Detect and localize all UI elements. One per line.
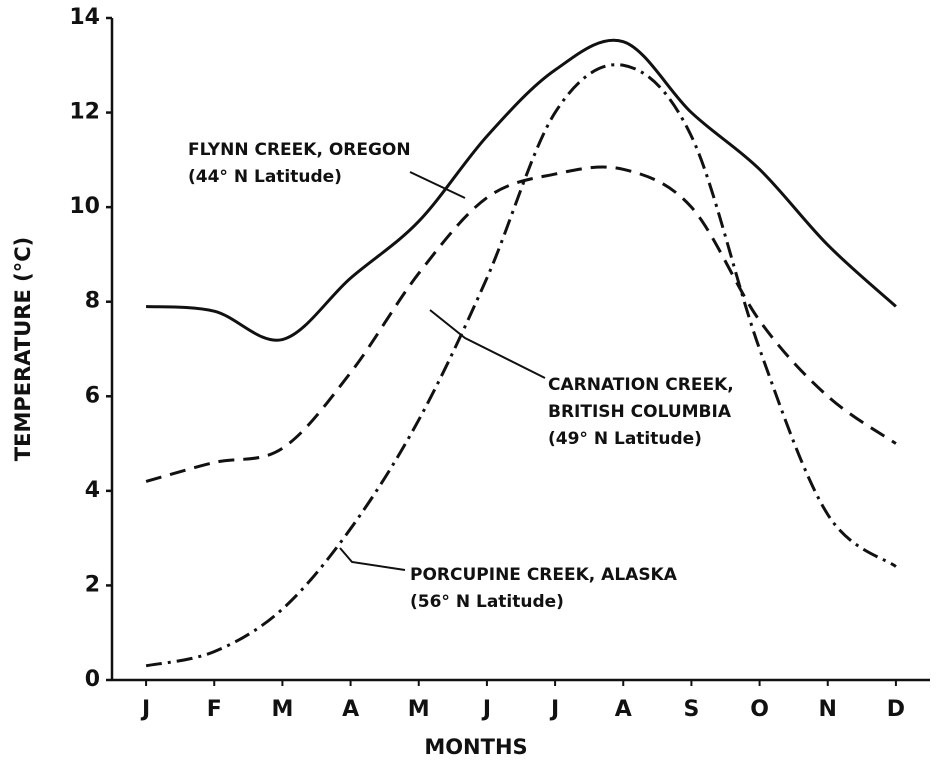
- x-tick-label: S: [683, 697, 699, 722]
- arrow: [429, 309, 546, 379]
- annotation: BRITISH COLUMBIA: [548, 402, 732, 422]
- annotation: (44° N Latitude): [188, 167, 342, 187]
- x-tick-label: N: [819, 697, 837, 722]
- arrow: [409, 171, 466, 199]
- x-tick-label: D: [887, 697, 905, 722]
- x-tick-label: F: [207, 697, 222, 722]
- series-line: [145, 63, 897, 668]
- y-tick-label: 4: [85, 478, 100, 503]
- annotation: (49° N Latitude): [548, 429, 702, 449]
- annotation: PORCUPINE CREEK, ALASKA: [410, 565, 678, 585]
- x-tick-label: J: [481, 697, 491, 722]
- annotation: CARNATION CREEK,: [548, 375, 734, 395]
- y-tick-label: 2: [85, 572, 100, 597]
- annotation: (56° N Latitude): [410, 592, 564, 612]
- y-axis-label: TEMPERATURE (°C): [11, 237, 35, 461]
- y-tick-label: 14: [69, 5, 100, 30]
- x-tick-label: A: [342, 697, 359, 722]
- series-line: [145, 38, 897, 342]
- y-tick-label: 10: [69, 194, 100, 219]
- x-tick-label: M: [408, 697, 430, 722]
- arrow: [339, 547, 406, 571]
- x-tick-label: A: [615, 697, 632, 722]
- y-tick-label: 0: [85, 667, 100, 692]
- x-tick-label: J: [549, 697, 559, 722]
- x-tick-label: M: [271, 697, 293, 722]
- annotation: FLYNN CREEK, OREGON: [188, 140, 411, 160]
- series-line: [145, 165, 897, 483]
- x-tick-label: O: [750, 697, 769, 722]
- x-tick-label: J: [140, 697, 150, 722]
- y-tick-label: 6: [85, 383, 100, 408]
- annotation-arrows: [339, 171, 546, 571]
- x-axis-label: MONTHS: [424, 735, 527, 759]
- y-tick-label: 12: [69, 100, 100, 125]
- y-tick-label: 8: [85, 289, 100, 314]
